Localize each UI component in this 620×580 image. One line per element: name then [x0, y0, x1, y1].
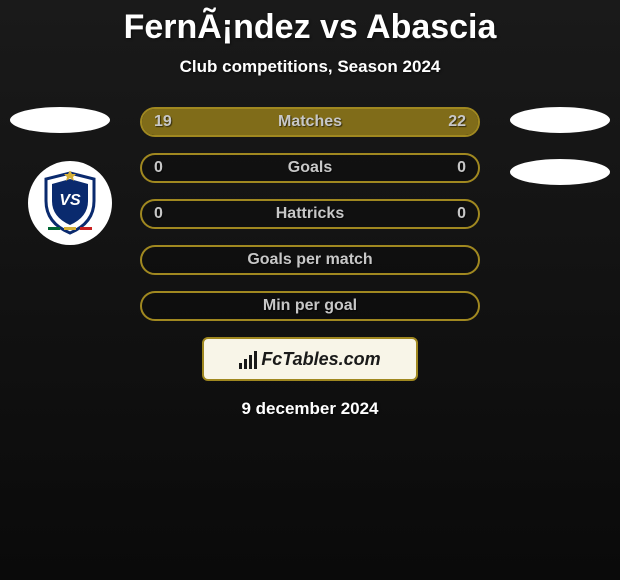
stat-left-value: 0: [154, 205, 163, 223]
stat-label: Min per goal: [263, 297, 357, 315]
stat-right-value: 0: [457, 159, 466, 177]
player-left-avatar-placeholder: [10, 107, 110, 133]
stat-label: Goals per match: [247, 251, 372, 269]
stat-row-matches: 19 Matches 22: [140, 107, 480, 137]
stat-right-value: 0: [457, 205, 466, 223]
stat-row-goals: 0 Goals 0: [140, 153, 480, 183]
shield-icon: VS: [42, 171, 98, 235]
brand-logo[interactable]: FcTables.com: [202, 337, 418, 381]
footer-date: 9 december 2024: [0, 399, 620, 419]
team-right-badge-placeholder: [510, 159, 610, 185]
stat-label: Matches: [278, 113, 342, 131]
stat-left-value: 19: [154, 113, 172, 131]
stat-left-value: 0: [154, 159, 163, 177]
stats-area: VS 19 Matches 22 0 Goals 0 0 Hattricks 0…: [0, 107, 620, 321]
stat-label: Hattricks: [276, 205, 344, 223]
bars-icon: [239, 349, 257, 369]
brand-text: FcTables.com: [261, 349, 380, 370]
team-left-badge: VS: [28, 161, 112, 245]
player-right-avatar-placeholder: [510, 107, 610, 133]
page-title: FernÃ¡ndez vs Abascia: [0, 0, 620, 47]
stat-right-value: 22: [448, 113, 466, 131]
svg-text:VS: VS: [59, 192, 81, 209]
stat-label: Goals: [288, 159, 332, 177]
stat-row-min-per-goal: Min per goal: [140, 291, 480, 321]
stat-row-goals-per-match: Goals per match: [140, 245, 480, 275]
stat-row-hattricks: 0 Hattricks 0: [140, 199, 480, 229]
page-subtitle: Club competitions, Season 2024: [0, 57, 620, 77]
